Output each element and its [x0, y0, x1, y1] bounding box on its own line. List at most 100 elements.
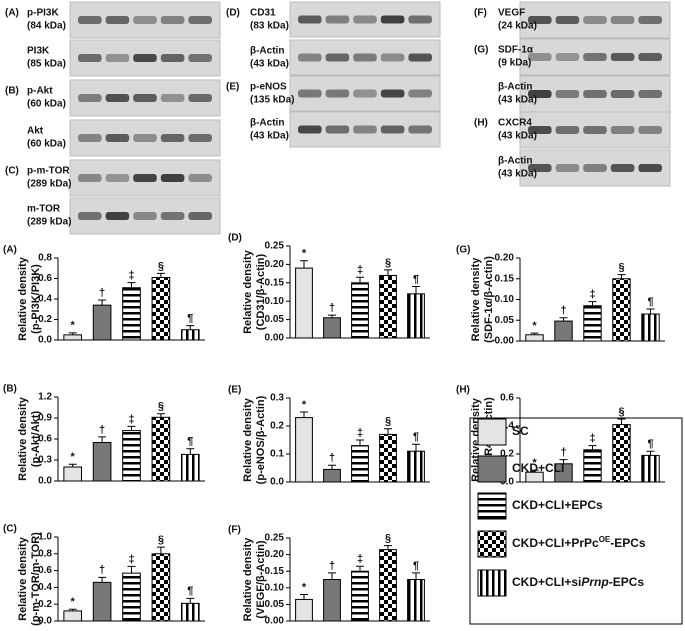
blot-label: (9 kDa) [498, 58, 531, 69]
error-bar [186, 597, 195, 604]
y-axis-label: (p-eNOS/β-Actin) [255, 395, 267, 484]
blot-band [325, 53, 350, 62]
significance-label: ¶ [647, 438, 653, 450]
y-tick-label: 0.0 [500, 477, 514, 488]
blot-band [638, 126, 662, 134]
legend-text: CKD+CLI+EPCs [512, 498, 603, 512]
blot-band [380, 15, 405, 24]
significance-label: ‡ [128, 553, 134, 565]
error-bar [617, 274, 626, 279]
blot-band [133, 54, 157, 62]
bar [295, 417, 313, 483]
y-tick-label: 0.3 [38, 455, 52, 466]
error-bar [559, 317, 568, 322]
blot-band [298, 89, 322, 98]
blot-band [408, 89, 432, 98]
significance-label: § [385, 416, 391, 428]
significance-label: § [158, 260, 164, 272]
error-bar [356, 276, 364, 283]
bar [92, 581, 112, 622]
panel-label: (B) [5, 86, 19, 97]
legend-text: SC [512, 424, 529, 438]
blot-label: p-Akt [27, 86, 53, 97]
y-tick-label: 0.0 [38, 476, 52, 487]
error-bar [98, 436, 107, 443]
bar [407, 293, 425, 339]
bar [407, 450, 425, 483]
significance-label: ‡ [589, 433, 595, 445]
y-tick-label: 0.00 [265, 333, 285, 344]
significance-label: † [329, 452, 335, 464]
significance-label: ¶ [413, 431, 419, 443]
error-bar [156, 546, 165, 554]
blot-band [78, 212, 102, 220]
blot-label: CXCR4 [498, 118, 532, 129]
blot-band [583, 53, 607, 61]
y-tick-label: 0.00 [265, 616, 285, 627]
blot-band [160, 134, 185, 142]
blot-band [528, 53, 552, 61]
panel-label: (H) [456, 385, 470, 396]
y-tick-label: 0.4 [38, 294, 52, 305]
blot-band [583, 126, 607, 134]
blot-band [380, 89, 405, 98]
y-tick-label: 0.05 [495, 315, 515, 326]
significance-label: ¶ [187, 313, 193, 325]
blot-label: (289 kDa) [27, 179, 71, 190]
bar [323, 579, 341, 622]
error-bar [412, 443, 420, 452]
blot-label: (85 kDa) [27, 59, 66, 70]
error-bar [530, 332, 539, 335]
error-bar [588, 301, 597, 306]
blot-label: PI3K [27, 46, 50, 57]
blot-band [583, 16, 607, 24]
blot-label: (83 kDa) [250, 21, 289, 32]
blot-band [353, 15, 377, 24]
significance-label: ‡ [357, 553, 363, 565]
y-tick-label: 0.00 [495, 336, 515, 347]
error-bar [68, 332, 77, 335]
y-tick-label: 0.20 [265, 549, 285, 560]
legend-text: OE [599, 535, 611, 544]
blot-band [638, 16, 662, 24]
bar [180, 453, 200, 482]
panel-label: (H) [474, 118, 488, 129]
blot-label: CD31 [250, 8, 276, 19]
bar [323, 468, 341, 483]
blot-band [353, 53, 377, 62]
error-bar [328, 314, 336, 318]
legend-label: CKD+CLI+PrPcOE-EPCs [512, 535, 646, 551]
blot-band [188, 174, 212, 182]
y-tick-label: 0.15 [265, 277, 285, 288]
y-tick-label: 1.0 [38, 532, 52, 543]
panel-label: (G) [456, 245, 470, 256]
blot-band [188, 134, 212, 142]
blot-label: (43 kDa) [498, 131, 537, 142]
blot-band [188, 212, 212, 220]
error-bar [186, 448, 195, 455]
y-tick-label: 0.05 [265, 599, 285, 610]
blot-label: SDF-1α [498, 45, 534, 56]
blot-label: p-eNOS [250, 82, 287, 93]
blot-label: VEGF [498, 8, 525, 19]
blot-label: (43 kDa) [498, 95, 537, 106]
blot-label: (84 kDa) [27, 21, 66, 32]
blot-band [133, 212, 157, 220]
bar [295, 598, 313, 622]
blot-band [325, 89, 350, 98]
blot-band [610, 164, 635, 172]
y-tick-label: 0.4 [38, 582, 52, 593]
bar [379, 433, 397, 483]
y-tick-label: 0.6 [38, 565, 52, 576]
error-bar [156, 272, 165, 278]
significance-label: † [99, 424, 105, 436]
significance-label: ¶ [413, 560, 419, 572]
significance-label: * [532, 320, 537, 332]
blot-band [528, 126, 552, 134]
y-axis-label: Relative density [17, 396, 29, 481]
legend-text: -EPCs [610, 536, 646, 550]
bar [151, 553, 171, 622]
bar [351, 282, 369, 339]
error-bar [588, 445, 597, 450]
blot-label: β-Actin [498, 82, 532, 93]
